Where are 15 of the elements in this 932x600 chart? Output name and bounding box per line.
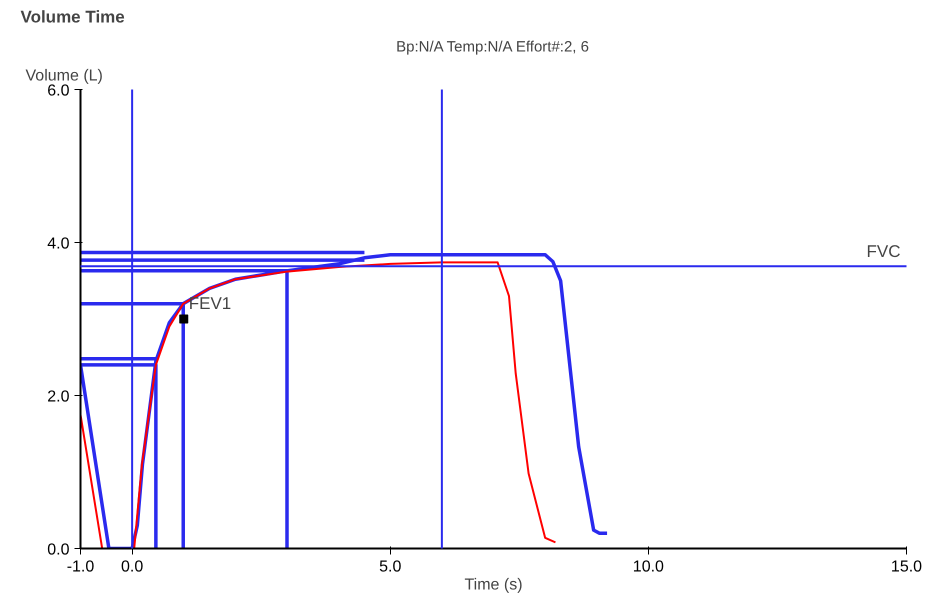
y-tick-label: 6.0: [47, 82, 70, 100]
x-tick-label: 15.0: [890, 558, 922, 576]
x-axis-title: Time (s): [464, 576, 523, 594]
annotation: FEV1: [188, 294, 232, 313]
x-tick-label: 0.0: [121, 558, 144, 576]
chart-title: Volume Time: [20, 8, 125, 26]
x-tick-label: -1.0: [66, 558, 94, 576]
x-tick-label: 10.0: [632, 558, 664, 576]
y-tick-label: 0.0: [47, 542, 70, 558]
ref-line-label: FVC: [866, 242, 900, 262]
x-tick-label: 5.0: [379, 558, 402, 576]
y-axis-title: Volume (L): [26, 68, 103, 84]
y-tick-label: 2.0: [47, 388, 70, 406]
y-tick-label: 4.0: [47, 236, 70, 252]
chart-subtitle: Bp:N/A Temp:N/A Effort#:2, 6: [396, 38, 589, 56]
